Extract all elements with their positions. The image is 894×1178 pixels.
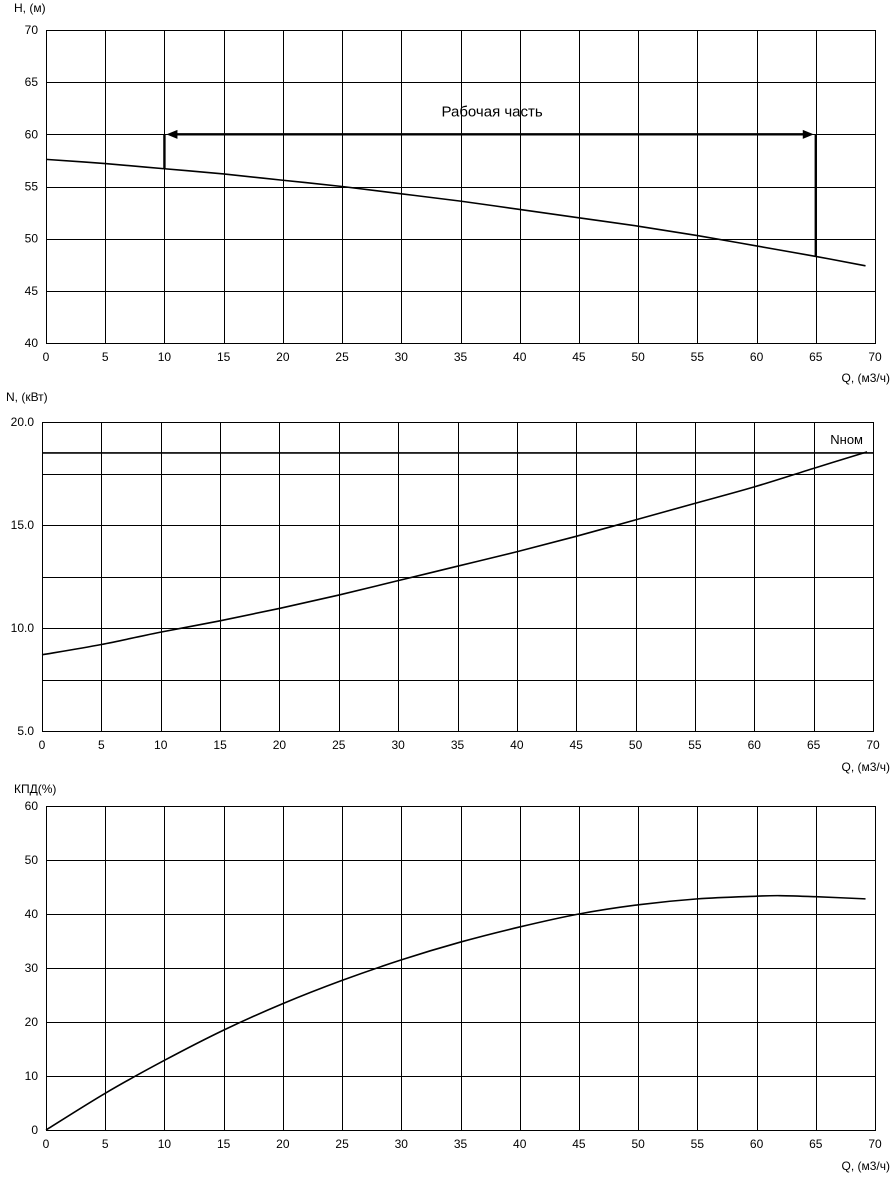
x-tick-label: 20 [276, 1137, 290, 1151]
x-tick-label: 15 [213, 738, 227, 752]
x-tick-label: 15 [217, 1137, 231, 1151]
x-tick-label: 35 [454, 1137, 468, 1151]
x-tick-label: 30 [391, 738, 405, 752]
x-tick-label: 45 [572, 350, 586, 364]
x-tick-label: 5 [98, 738, 105, 752]
y-tick-label: 45 [25, 284, 39, 298]
x-tick-label: 60 [748, 738, 762, 752]
x-tick-label: 25 [335, 1137, 349, 1151]
x-tick-label: 65 [809, 350, 823, 364]
x-tick-label: 35 [454, 350, 468, 364]
x-tick-label: 50 [629, 738, 643, 752]
y-axis-label: КПД(%) [14, 782, 56, 796]
x-tick-label: 70 [866, 738, 880, 752]
plot-frame [46, 30, 876, 344]
x-tick-label: 70 [868, 1137, 882, 1151]
y-tick-label: 50 [25, 232, 39, 246]
x-tick-label: 10 [154, 738, 168, 752]
y-tick-label: 0 [31, 1123, 38, 1137]
x-tick-label: 55 [688, 738, 702, 752]
x-tick-label: 10 [158, 350, 172, 364]
x-tick-label: 50 [631, 350, 645, 364]
y-tick-label: 30 [25, 961, 39, 975]
y-tick-label: 20.0 [11, 415, 35, 429]
head-chart: 0 5 10 15 20 25 30 35 40 45 50 55 60 65 70 40 45 50 55 60 65… [14, 1, 890, 385]
x-tick-label: 55 [691, 350, 705, 364]
y-tick-label: 40 [25, 336, 39, 350]
y-tick-label: 60 [25, 799, 39, 813]
y-tick-label: 65 [25, 75, 39, 89]
series-line [45, 894, 866, 1131]
x-tick-label: 60 [750, 350, 764, 364]
x-tick-label: 70 [868, 350, 882, 364]
x-tick-label: 10 [158, 1137, 172, 1151]
nominal-power-label: Nном [830, 432, 863, 447]
x-tick-label: 0 [43, 1137, 50, 1151]
plot-frame [46, 806, 876, 1131]
x-tick-label: 55 [691, 1137, 705, 1151]
y-tick-label: 50 [25, 853, 39, 867]
series-line [45, 158, 866, 267]
x-tick-label: 5 [102, 1137, 109, 1151]
y-axis-label: H, (м) [14, 1, 46, 15]
y-tick-label: 55 [25, 180, 39, 194]
x-axis-label: Q, (м3/ч) [841, 1159, 890, 1173]
efficiency-chart: 0 5 10 15 20 25 30 35 40 45 50 55 60 65 70 0 10 20 30 40 50 6… [14, 782, 890, 1173]
x-tick-label: 5 [102, 350, 109, 364]
y-tick-label: 60 [25, 127, 39, 141]
x-tick-label: 25 [332, 738, 346, 752]
x-tick-label: 35 [451, 738, 465, 752]
y-tick-label: 10 [25, 1069, 39, 1083]
y-tick-label: 20 [25, 1015, 39, 1029]
x-tick-label: 25 [335, 350, 349, 364]
x-tick-label: 0 [39, 738, 46, 752]
x-tick-label: 20 [276, 350, 290, 364]
x-tick-label: 30 [395, 1137, 409, 1151]
x-tick-label: 15 [217, 350, 231, 364]
arrowhead-right [802, 129, 814, 139]
y-tick-label: 40 [25, 907, 39, 921]
x-axis-label: Q, (м3/ч) [841, 371, 890, 385]
power-chart: 0 5 10 15 20 25 30 35 40 45 50 55 60 65 70 5.0 10.0 15.0 2… [6, 390, 890, 774]
y-tick-label: 10.0 [11, 621, 35, 635]
series-line [41, 451, 868, 656]
x-tick-label: 0 [43, 350, 50, 364]
x-tick-label: 65 [807, 738, 821, 752]
x-tick-label: 40 [513, 350, 527, 364]
x-tick-label: 40 [510, 738, 524, 752]
x-tick-label: 65 [809, 1137, 823, 1151]
x-tick-label: 50 [631, 1137, 645, 1151]
y-tick-label: 70 [25, 23, 39, 37]
x-tick-label: 45 [572, 1137, 586, 1151]
x-tick-label: 30 [395, 350, 409, 364]
x-tick-label: 45 [570, 738, 584, 752]
x-tick-label: 60 [750, 1137, 764, 1151]
plot-frame [42, 422, 874, 732]
y-axis-label: N, (кВт) [6, 390, 48, 404]
x-tick-label: 20 [273, 738, 287, 752]
arrowhead-left [166, 129, 178, 139]
working-range-label: Рабочая часть [441, 103, 542, 120]
y-tick-label: 5.0 [17, 724, 34, 738]
x-axis-label: Q, (м3/ч) [841, 760, 890, 774]
y-tick-label: 15.0 [11, 518, 35, 532]
x-tick-label: 40 [513, 1137, 527, 1151]
